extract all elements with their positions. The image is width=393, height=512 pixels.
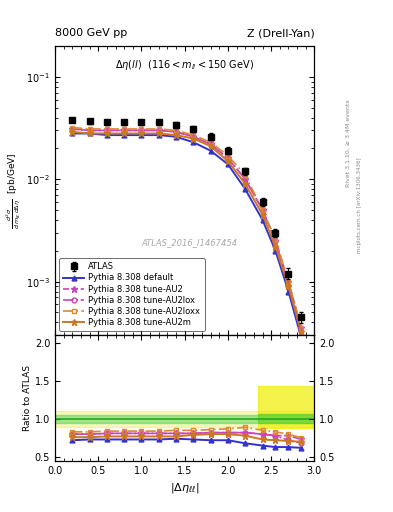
Pythia 8.308 tune-AU2m	[105, 131, 109, 137]
Line: Pythia 8.308 tune-AU2m: Pythia 8.308 tune-AU2m	[69, 129, 305, 336]
Pythia 8.308 tune-AU2	[243, 176, 248, 182]
Pythia 8.308 tune-AU2m	[243, 181, 248, 187]
Pythia 8.308 tune-AU2loxx	[156, 126, 161, 132]
Pythia 8.308 tune-AU2m	[87, 131, 92, 137]
Pythia 8.308 tune-AU2loxx	[122, 126, 127, 132]
Text: Z (Drell-Yan): Z (Drell-Yan)	[247, 28, 314, 38]
Pythia 8.308 default	[286, 288, 291, 294]
Pythia 8.308 tune-AU2	[299, 325, 304, 331]
Pythia 8.308 tune-AU2m	[273, 244, 278, 250]
Pythia 8.308 tune-AU2	[87, 127, 92, 134]
Text: $\Delta\eta(ll)\ \ (116 < m_{ll} < 150\ \mathrm{GeV})$: $\Delta\eta(ll)\ \ (116 < m_{ll} < 150\ …	[115, 58, 254, 72]
Pythia 8.308 tune-AU2lox	[286, 283, 291, 289]
Pythia 8.308 tune-AU2	[260, 207, 265, 213]
Pythia 8.308 tune-AU2m	[299, 329, 304, 335]
X-axis label: $|\Delta\eta_{\ell\ell}|$: $|\Delta\eta_{\ell\ell}|$	[170, 481, 199, 495]
Pythia 8.308 tune-AU2lox	[226, 155, 230, 161]
Pythia 8.308 tune-AU2lox	[191, 134, 196, 140]
Pythia 8.308 tune-AU2	[156, 127, 161, 134]
Pythia 8.308 tune-AU2m	[226, 158, 230, 164]
Pythia 8.308 default	[226, 161, 230, 167]
Bar	[55, 415, 314, 423]
Pythia 8.308 tune-AU2	[174, 129, 178, 135]
Pythia 8.308 tune-AU2m	[156, 131, 161, 137]
Text: Rivet 3.1.10, ≥ 3.4M events: Rivet 3.1.10, ≥ 3.4M events	[345, 99, 350, 187]
Pythia 8.308 tune-AU2lox	[174, 129, 178, 135]
Pythia 8.308 tune-AU2lox	[299, 332, 304, 338]
Pythia 8.308 tune-AU2lox	[105, 127, 109, 134]
Pythia 8.308 default	[156, 132, 161, 138]
Pythia 8.308 tune-AU2m	[174, 132, 178, 138]
Pythia 8.308 default	[260, 217, 265, 223]
Pythia 8.308 tune-AU2loxx	[273, 236, 278, 242]
Pythia 8.308 default	[208, 147, 213, 154]
Bar	[258, 386, 314, 428]
Text: mcplots.cern.ch [arXiv:1306.3436]: mcplots.cern.ch [arXiv:1306.3436]	[357, 157, 362, 252]
Pythia 8.308 tune-AU2m	[191, 136, 196, 142]
Pythia 8.308 tune-AU2loxx	[260, 207, 265, 213]
Pythia 8.308 tune-AU2loxx	[226, 153, 230, 159]
Pythia 8.308 default	[87, 131, 92, 137]
Pythia 8.308 default	[70, 131, 75, 137]
Pythia 8.308 tune-AU2	[226, 155, 230, 161]
Pythia 8.308 default	[105, 132, 109, 138]
Pythia 8.308 tune-AU2lox	[260, 207, 265, 213]
Pythia 8.308 tune-AU2m	[70, 129, 75, 135]
Pythia 8.308 tune-AU2lox	[243, 176, 248, 182]
Pythia 8.308 tune-AU2lox	[122, 127, 127, 134]
Pythia 8.308 tune-AU2m	[208, 143, 213, 150]
Pythia 8.308 tune-AU2lox	[208, 141, 213, 147]
Pythia 8.308 tune-AU2lox	[139, 127, 144, 134]
Legend: ATLAS, Pythia 8.308 default, Pythia 8.308 tune-AU2, Pythia 8.308 tune-AU2lox, Py: ATLAS, Pythia 8.308 default, Pythia 8.30…	[59, 258, 204, 331]
Pythia 8.308 default	[122, 132, 127, 138]
Line: Pythia 8.308 default: Pythia 8.308 default	[70, 131, 304, 340]
Pythia 8.308 default	[174, 134, 178, 140]
Pythia 8.308 tune-AU2lox	[273, 238, 278, 244]
Pythia 8.308 default	[299, 335, 304, 342]
Pythia 8.308 default	[191, 139, 196, 145]
Pythia 8.308 tune-AU2	[273, 238, 278, 244]
Y-axis label: $\frac{d^2\sigma}{d\,m_{\ell\ell}\,d\Delta\eta}$  [pb/GeV]: $\frac{d^2\sigma}{d\,m_{\ell\ell}\,d\Del…	[5, 153, 24, 229]
Pythia 8.308 default	[273, 248, 278, 254]
Pythia 8.308 tune-AU2m	[122, 131, 127, 137]
Pythia 8.308 tune-AU2	[122, 127, 127, 134]
Pythia 8.308 tune-AU2loxx	[105, 126, 109, 132]
Pythia 8.308 tune-AU2lox	[70, 126, 75, 132]
Pythia 8.308 tune-AU2	[139, 127, 144, 134]
Bar	[55, 411, 314, 426]
Pythia 8.308 tune-AU2loxx	[174, 127, 178, 134]
Pythia 8.308 tune-AU2m	[286, 283, 291, 289]
Pythia 8.308 tune-AU2m	[139, 131, 144, 137]
Pythia 8.308 tune-AU2loxx	[208, 139, 213, 145]
Pythia 8.308 tune-AU2loxx	[191, 132, 196, 138]
Pythia 8.308 tune-AU2	[191, 134, 196, 140]
Pythia 8.308 tune-AU2	[70, 126, 75, 132]
Line: Pythia 8.308 tune-AU2loxx: Pythia 8.308 tune-AU2loxx	[70, 125, 304, 331]
Pythia 8.308 tune-AU2	[105, 127, 109, 134]
Pythia 8.308 tune-AU2loxx	[243, 172, 248, 178]
Pythia 8.308 tune-AU2lox	[87, 127, 92, 134]
Bar	[258, 414, 314, 423]
Pythia 8.308 tune-AU2loxx	[87, 126, 92, 132]
Pythia 8.308 tune-AU2loxx	[286, 279, 291, 285]
Pythia 8.308 tune-AU2loxx	[299, 325, 304, 331]
Pythia 8.308 default	[243, 186, 248, 192]
Line: Pythia 8.308 tune-AU2lox: Pythia 8.308 tune-AU2lox	[70, 126, 304, 337]
Pythia 8.308 tune-AU2m	[260, 211, 265, 218]
Text: ATLAS_2016_I1467454: ATLAS_2016_I1467454	[142, 238, 238, 247]
Text: 8000 GeV pp: 8000 GeV pp	[55, 28, 127, 38]
Pythia 8.308 tune-AU2lox	[156, 127, 161, 134]
Line: Pythia 8.308 tune-AU2: Pythia 8.308 tune-AU2	[69, 125, 305, 332]
Y-axis label: Ratio to ATLAS: Ratio to ATLAS	[23, 365, 32, 431]
Pythia 8.308 tune-AU2loxx	[139, 126, 144, 132]
Pythia 8.308 tune-AU2	[286, 279, 291, 285]
Pythia 8.308 default	[139, 132, 144, 138]
Pythia 8.308 tune-AU2	[208, 141, 213, 147]
Pythia 8.308 tune-AU2loxx	[70, 124, 75, 131]
